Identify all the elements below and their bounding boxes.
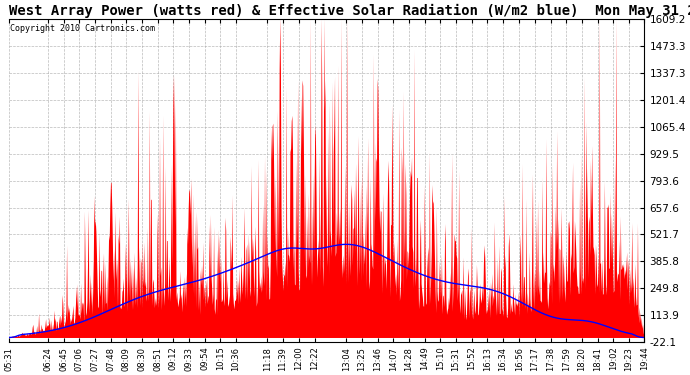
Text: Copyright 2010 Cartronics.com: Copyright 2010 Cartronics.com — [10, 24, 155, 33]
Text: West Array Power (watts red) & Effective Solar Radiation (W/m2 blue)  Mon May 31: West Array Power (watts red) & Effective… — [9, 4, 690, 18]
